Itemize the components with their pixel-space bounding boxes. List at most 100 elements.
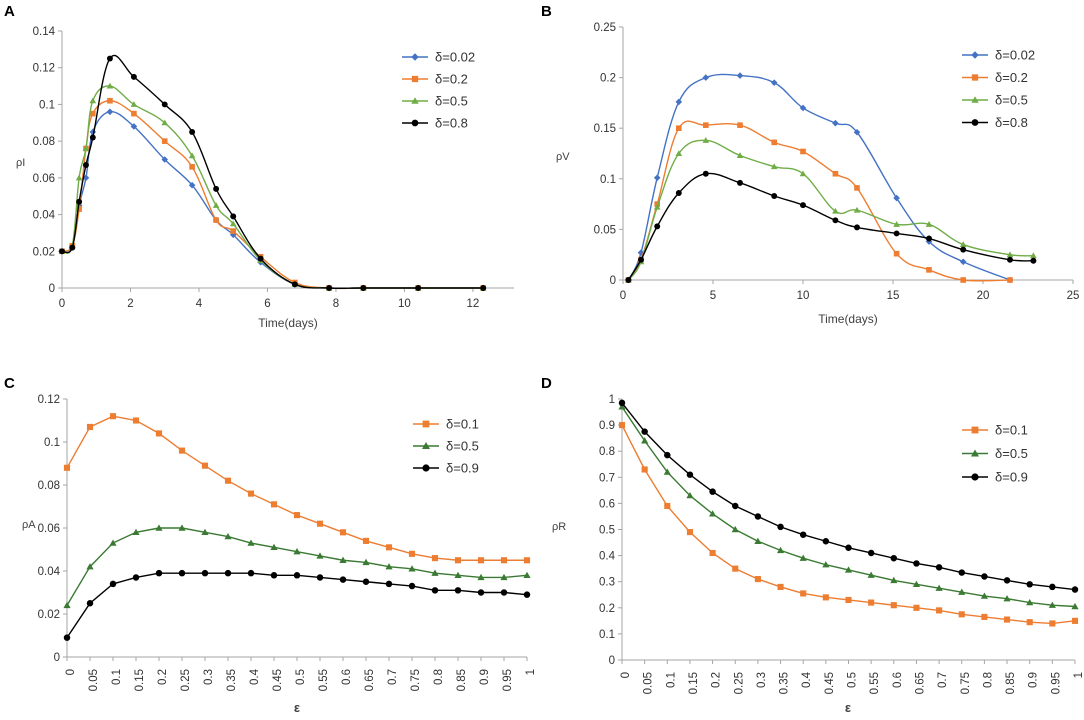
- data-point: [893, 194, 900, 202]
- data-point: [959, 258, 967, 266]
- data-point: [477, 573, 485, 581]
- y-tick-label: 0: [609, 655, 615, 667]
- data-point: [109, 413, 117, 420]
- data-point: [641, 428, 648, 435]
- data-point: [339, 576, 347, 583]
- data-point: [641, 437, 649, 444]
- legend-item: δ=0.2: [962, 70, 1028, 85]
- data-point: [385, 580, 393, 588]
- x-tick-label: 25: [1067, 290, 1080, 302]
- data-point: [75, 174, 83, 181]
- legend-label: δ=0.9: [995, 470, 1028, 485]
- y-tick-label: 0.3: [599, 577, 615, 589]
- data-point: [131, 110, 137, 117]
- y-tick-label: 0.06: [33, 173, 55, 185]
- data-point: [638, 256, 644, 263]
- series-0-02: [58, 108, 487, 292]
- legend-item: δ=0.9: [962, 470, 1028, 485]
- data-point: [754, 576, 761, 583]
- data-point: [913, 604, 920, 611]
- x-tick-label: 0.65: [914, 672, 926, 694]
- data-point: [1049, 583, 1056, 591]
- y-tick-label: 0.1: [600, 174, 616, 186]
- x-tick-label: 0.95: [1050, 672, 1062, 694]
- data-point: [247, 539, 255, 546]
- data-point: [925, 221, 933, 227]
- data-point: [845, 596, 852, 604]
- legend-marker: [971, 449, 979, 457]
- data-point: [155, 524, 163, 531]
- x-tick-label: 20: [977, 290, 990, 302]
- data-point: [641, 466, 648, 473]
- series-0-9: [63, 569, 531, 641]
- x-tick-label: 0.4: [249, 668, 261, 685]
- x-tick-label: 0.3: [203, 669, 215, 685]
- data-point: [316, 520, 324, 527]
- y-tick-label: 0.02: [38, 609, 60, 621]
- data-point: [709, 488, 716, 495]
- x-tick-label: 2: [127, 298, 133, 310]
- y-axis-title: ρV: [556, 151, 570, 163]
- data-point: [653, 203, 661, 210]
- data-point: [867, 571, 875, 578]
- data-point: [1003, 616, 1011, 623]
- data-point: [709, 510, 717, 517]
- data-point: [224, 477, 232, 484]
- data-point: [664, 502, 671, 510]
- x-tick-label: 0.45: [824, 672, 836, 694]
- data-point: [523, 571, 531, 578]
- data-point: [736, 72, 744, 79]
- x-tick-label: 0.75: [410, 669, 422, 691]
- data-point: [771, 193, 778, 199]
- data-point: [675, 125, 682, 132]
- data-point: [853, 128, 861, 136]
- data-point: [415, 285, 422, 291]
- data-point: [958, 588, 966, 595]
- x-tick-label: 0.15: [688, 672, 700, 694]
- legend-item: δ=0.9: [413, 461, 479, 476]
- data-point: [339, 529, 347, 536]
- data-point: [86, 423, 94, 431]
- x-tick-label: 0.4: [801, 671, 813, 688]
- data-point: [675, 98, 683, 106]
- data-point: [618, 399, 626, 407]
- y-tick-label: 0.5: [599, 525, 615, 537]
- legend-item: δ=0.02: [962, 48, 1035, 63]
- data-point: [362, 558, 370, 566]
- data-point: [270, 543, 278, 551]
- x-tick-label: 0.5: [295, 669, 307, 685]
- data-point: [362, 537, 370, 544]
- data-point: [844, 566, 853, 573]
- data-point: [799, 531, 807, 538]
- data-point: [89, 97, 97, 104]
- legend-label: δ=0.2: [995, 70, 1028, 85]
- x-axis-title: ε: [294, 700, 300, 715]
- data-point: [213, 185, 220, 192]
- x-tick-label: 0: [620, 290, 626, 302]
- chart-panel-d: D 0 0.1 0.2 0.3 0.4 0.5 0.6 0.7 0.8 0.9 1 0 0.05 0.1 0.…: [541, 375, 1084, 715]
- data-point: [867, 549, 875, 557]
- data-point: [936, 607, 943, 614]
- data-point: [1003, 577, 1011, 584]
- data-point: [925, 238, 933, 245]
- y-axis-title: ρA: [22, 519, 36, 531]
- data-point: [637, 249, 645, 256]
- data-point: [293, 512, 301, 519]
- data-point: [360, 285, 367, 291]
- data-point: [109, 580, 117, 588]
- x-tick-label: 0.05: [643, 672, 655, 694]
- x-tick-label: 0: [59, 298, 65, 310]
- data-point: [293, 572, 301, 579]
- y-tick-label: 0.08: [33, 136, 55, 148]
- data-point: [316, 574, 324, 581]
- legend-label: δ=0.5: [435, 94, 468, 109]
- legend-marker: [422, 442, 430, 449]
- y-tick-label: 0.8: [599, 446, 615, 458]
- data-point: [893, 230, 900, 237]
- data-point: [702, 122, 709, 128]
- data-point: [732, 565, 739, 572]
- series-0-8: [625, 170, 1037, 283]
- data-point: [1030, 257, 1037, 264]
- data-point: [770, 163, 778, 170]
- data-point: [500, 589, 508, 596]
